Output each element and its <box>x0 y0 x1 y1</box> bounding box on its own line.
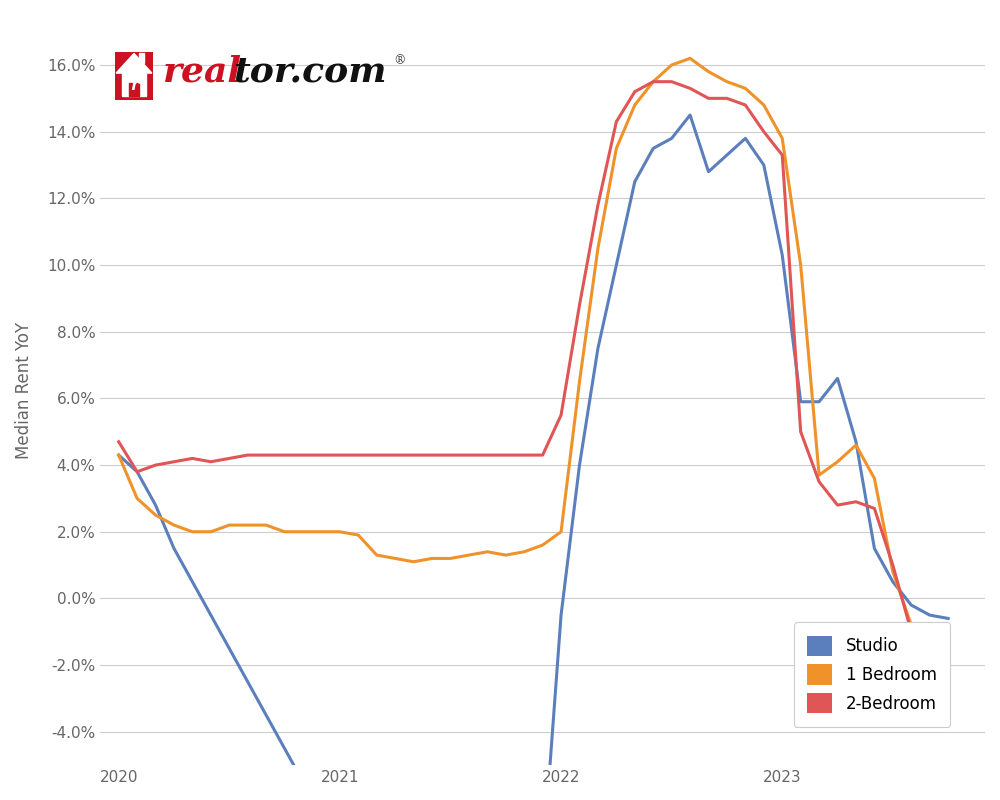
Text: r: r <box>130 78 138 93</box>
Polygon shape <box>139 54 144 62</box>
Text: real: real <box>163 54 242 88</box>
Polygon shape <box>122 73 146 96</box>
Text: ®: ® <box>393 54 406 67</box>
Polygon shape <box>129 82 139 96</box>
Text: tor.com: tor.com <box>233 54 386 88</box>
Polygon shape <box>116 54 152 73</box>
Y-axis label: Median Rent YoY: Median Rent YoY <box>15 322 33 458</box>
Legend: Studio, 1 Bedroom, 2-Bedroom: Studio, 1 Bedroom, 2-Bedroom <box>794 622 950 726</box>
